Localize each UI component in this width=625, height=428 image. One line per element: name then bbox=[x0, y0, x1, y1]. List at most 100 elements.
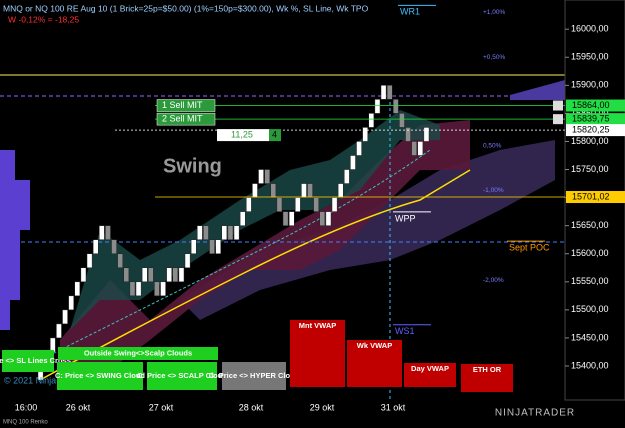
y-tick-label: 15750,00 bbox=[571, 164, 609, 174]
toggle-button[interactable] bbox=[147, 362, 217, 390]
renko-brick bbox=[117, 253, 123, 269]
renko-brick bbox=[135, 281, 142, 297]
y-tick-label: 15950,00 bbox=[571, 52, 609, 62]
button-label[interactable]: C: Price <> SCALP Cloud bbox=[137, 371, 227, 380]
y-tick-label: 15400,00 bbox=[571, 360, 609, 370]
order-close[interactable] bbox=[553, 100, 563, 111]
renko-brick bbox=[325, 211, 332, 226]
level-label: Sept POC bbox=[509, 242, 550, 252]
y-tick-label: 15550,00 bbox=[571, 276, 609, 286]
y-tick-label: 15850,00 bbox=[571, 108, 609, 118]
teal-cloud bbox=[70, 110, 440, 330]
bricks bbox=[37, 85, 430, 381]
renko-brick bbox=[160, 281, 166, 297]
renko-brick bbox=[295, 197, 301, 212]
renko-brick bbox=[393, 99, 399, 114]
renko-brick bbox=[190, 239, 197, 254]
instrument: MNQ 100 Renko bbox=[3, 420, 48, 426]
price-marker bbox=[566, 124, 625, 137]
level-label: WR1 bbox=[400, 7, 420, 17]
y-tick-label: 15800,00 bbox=[571, 136, 609, 146]
toggle-button[interactable] bbox=[2, 350, 54, 372]
renko-brick bbox=[386, 85, 393, 100]
order-close[interactable] bbox=[553, 114, 563, 125]
renko-brick bbox=[423, 127, 430, 142]
button-label[interactable]: C: Price <> SWING Cloud bbox=[55, 371, 145, 380]
renko-brick bbox=[233, 225, 240, 240]
renko-brick bbox=[227, 225, 234, 240]
vwap-box[interactable] bbox=[404, 363, 456, 387]
renko-brick bbox=[362, 127, 368, 142]
toggle-button[interactable] bbox=[222, 362, 286, 390]
price-marker bbox=[566, 191, 625, 204]
button-label[interactable]: C: Price <> HYPER Cloud bbox=[209, 371, 300, 380]
week-change: W -0,12% = -18,25 bbox=[8, 14, 79, 24]
vwap-box[interactable] bbox=[461, 364, 513, 392]
renko-brick bbox=[405, 127, 411, 142]
vwap-label[interactable]: Mnt VWAP bbox=[299, 321, 337, 330]
vwap-box[interactable] bbox=[347, 340, 402, 387]
renko-brick bbox=[166, 267, 172, 283]
y-tick-label: 16000,00 bbox=[571, 24, 609, 34]
vwap-label[interactable]: ETH OR bbox=[473, 365, 502, 374]
renko-brick bbox=[337, 183, 344, 198]
renko-brick bbox=[68, 295, 74, 311]
renko-brick bbox=[270, 183, 277, 198]
renko-brick bbox=[141, 267, 148, 283]
renko-brick bbox=[74, 281, 81, 297]
x-tick-label: 31 okt bbox=[381, 402, 406, 412]
renko-brick bbox=[368, 113, 375, 128]
renko-brick bbox=[417, 141, 424, 156]
percent-label: -2,00% bbox=[483, 277, 504, 284]
order-box bbox=[156, 99, 216, 112]
renko-brick bbox=[282, 211, 289, 226]
order-box bbox=[156, 112, 216, 126]
moving-average bbox=[39, 169, 471, 381]
renko-brick bbox=[111, 239, 117, 254]
renko-brick bbox=[252, 183, 258, 198]
logo: NINJATRADER bbox=[495, 408, 575, 419]
renko-brick bbox=[209, 239, 215, 254]
renko-brick bbox=[307, 183, 313, 198]
renko-brick bbox=[288, 211, 295, 226]
renko-brick bbox=[172, 267, 179, 283]
vwap-box[interactable] bbox=[290, 320, 345, 387]
vwap-label[interactable]: Day VWAP bbox=[411, 364, 449, 373]
price-marker-label: 15864,00 bbox=[572, 100, 610, 110]
renko-brick bbox=[203, 225, 209, 240]
renko-brick bbox=[258, 169, 264, 184]
renko-brick bbox=[276, 197, 283, 212]
button-label[interactable]: Price <> SL Lines Cross bbox=[0, 356, 71, 365]
button-label[interactable]: Outside Swing<>Scalp Clouds bbox=[84, 348, 192, 357]
price-marker-label: 15701,02 bbox=[572, 191, 610, 201]
position-qty: 4 bbox=[272, 129, 277, 139]
renko-brick bbox=[197, 225, 203, 240]
level-label: WS1 bbox=[395, 326, 415, 336]
level-label: WPP bbox=[395, 213, 416, 223]
indicator-clouds bbox=[0, 74, 565, 400]
renko-brick bbox=[129, 281, 136, 297]
renko-brick bbox=[123, 267, 130, 283]
renko-brick bbox=[184, 253, 191, 269]
renko-brick bbox=[411, 141, 417, 156]
renko-brick bbox=[331, 197, 338, 212]
vwap-label[interactable]: Wk VWAP bbox=[357, 341, 392, 350]
renko-brick bbox=[221, 225, 228, 240]
toggle-button[interactable] bbox=[57, 362, 143, 390]
renko-brick bbox=[62, 309, 68, 325]
renko-brick bbox=[356, 141, 362, 156]
percent-label: 0,50% bbox=[483, 143, 502, 150]
toggle-button[interactable] bbox=[58, 347, 218, 360]
copyright: © 2021 NinjaTrader, LLC bbox=[4, 375, 104, 385]
x-tick-label: 28 okt bbox=[239, 402, 264, 412]
renko-brick bbox=[319, 211, 326, 226]
price-marker-label: 15820,25 bbox=[572, 124, 610, 134]
y-tick-label: 15450,00 bbox=[571, 332, 609, 342]
renko-brick bbox=[92, 239, 99, 254]
order-label: 2 Sell MIT bbox=[162, 114, 203, 124]
percent-label: +1,00% bbox=[483, 9, 505, 16]
renko-brick bbox=[154, 281, 160, 297]
price-marker bbox=[566, 99, 625, 112]
renko-brick bbox=[105, 225, 111, 240]
